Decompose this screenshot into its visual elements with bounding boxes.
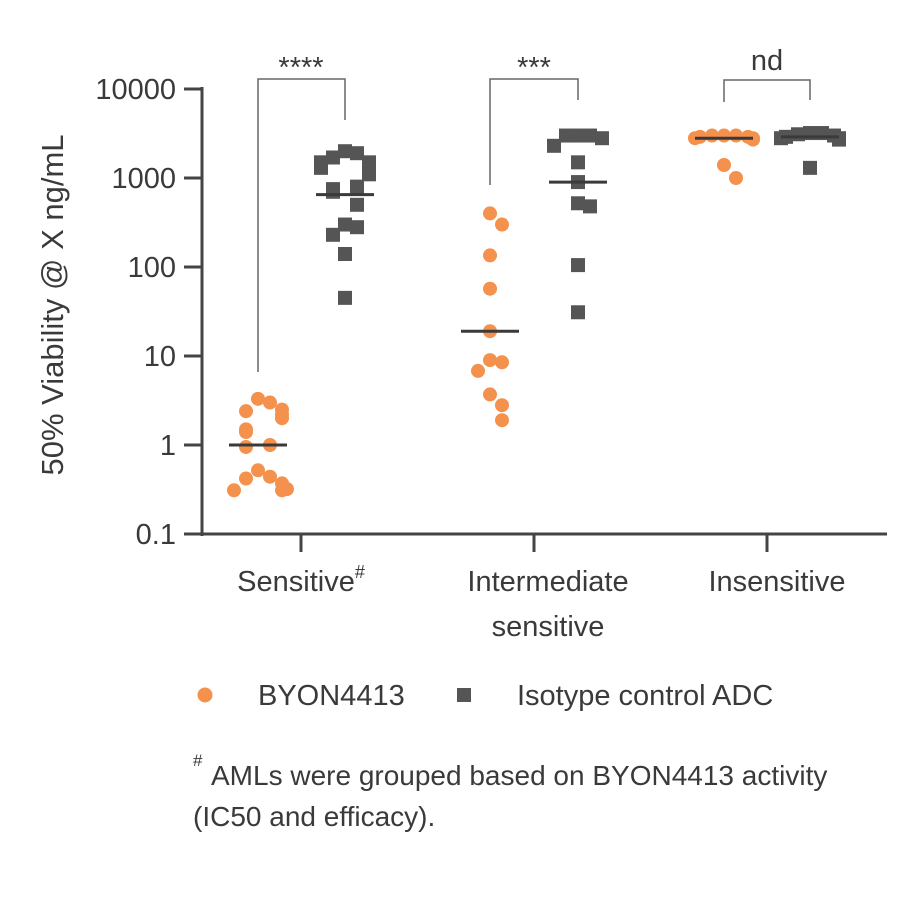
point-isotype-control	[832, 132, 846, 147]
bracket-sensitive	[257, 78, 346, 372]
footnote-mark: #	[193, 751, 203, 770]
point-byon4413	[717, 128, 731, 143]
y-tick-label: 1	[160, 430, 176, 462]
median-lines	[229, 135, 839, 447]
point-isotype-control	[791, 127, 805, 142]
point-isotype-control	[571, 196, 585, 211]
significance-insensitive: nd	[751, 45, 783, 77]
bracket-insensitive	[723, 79, 811, 102]
point-isotype-control	[338, 290, 352, 305]
footnote-line2: (IC50 and efficacy).	[193, 801, 435, 832]
point-isotype-control	[583, 128, 597, 143]
point-byon4413	[483, 281, 497, 296]
point-isotype-control	[350, 197, 364, 212]
point-isotype-control	[571, 128, 585, 143]
bracket-intermediate	[489, 78, 579, 185]
point-isotype-control	[350, 146, 364, 161]
x-label-intermediate-line2: sensitive	[492, 611, 605, 643]
point-isotype-control	[595, 131, 609, 146]
point-byon4413	[239, 471, 253, 486]
point-byon4413	[471, 363, 485, 378]
y-tick-label: 1000	[111, 163, 176, 195]
y-axis-label: 50% Viability @ X ng/mL	[35, 134, 70, 475]
point-isotype-control	[362, 155, 376, 170]
point-byon4413	[239, 439, 253, 454]
point-byon4413	[275, 411, 289, 426]
significance-brackets: **** *** nd	[257, 45, 811, 372]
point-byon4413	[251, 391, 265, 406]
point-byon4413	[263, 395, 277, 410]
legend: BYON4413 Isotype control ADC	[197, 680, 773, 712]
point-byon4413	[729, 128, 743, 143]
point-isotype-control	[350, 220, 364, 235]
point-byon4413	[729, 171, 743, 185]
legend-marker-isotype	[457, 688, 471, 702]
footnote: # AMLs were grouped based on BYON4413 ac…	[193, 751, 827, 832]
y-tick-label: 10	[144, 341, 176, 373]
legend-marker-byon4413	[197, 687, 213, 703]
legend-label-isotype: Isotype control ADC	[517, 680, 773, 712]
point-byon4413	[483, 248, 497, 263]
data-points	[227, 126, 846, 498]
footnote-line1: AMLs were grouped based on BYON4413 acti…	[211, 760, 827, 791]
x-label-intermediate-line1: Intermediate	[467, 566, 628, 598]
point-isotype-control	[338, 246, 352, 261]
point-byon4413	[495, 355, 509, 370]
point-byon4413	[495, 413, 509, 428]
point-isotype-control	[803, 160, 817, 175]
point-isotype-control	[571, 305, 585, 320]
point-isotype-control	[362, 167, 376, 182]
point-isotype-control	[547, 138, 561, 153]
y-tick-label: 10000	[95, 74, 176, 106]
point-isotype-control	[338, 144, 352, 159]
point-byon4413	[483, 353, 497, 368]
point-isotype-control	[338, 217, 352, 232]
point-isotype-control	[559, 128, 573, 143]
point-byon4413	[227, 483, 241, 498]
point-byon4413	[251, 463, 265, 478]
x-label-insensitive: Insensitive	[708, 566, 845, 598]
point-isotype-control	[571, 258, 585, 273]
point-isotype-control	[571, 155, 585, 170]
point-byon4413	[495, 398, 509, 413]
point-isotype-control	[326, 227, 340, 242]
point-isotype-control	[326, 150, 340, 165]
point-byon4413	[280, 482, 294, 497]
point-byon4413	[263, 469, 277, 484]
point-byon4413	[717, 157, 731, 172]
significance-intermediate: ***	[517, 52, 551, 84]
x-axis: Sensitive# Intermediate sensitive Insens…	[200, 532, 887, 643]
point-byon4413	[495, 217, 509, 232]
x-label-sensitive: Sensitive#	[237, 562, 365, 598]
y-tick-label: 100	[128, 252, 176, 284]
y-ticks: 0.1 1 10 100 1000 10000	[95, 74, 202, 551]
point-isotype-control	[350, 179, 364, 194]
point-isotype-control	[326, 184, 340, 199]
point-isotype-control	[583, 199, 597, 214]
y-axis: 0.1 1 10 100 1000 10000	[95, 74, 204, 551]
point-byon4413	[483, 387, 497, 402]
significance-sensitive: ****	[278, 52, 323, 84]
point-byon4413	[483, 206, 497, 221]
point-isotype-control	[314, 160, 328, 175]
point-byon4413	[705, 128, 719, 143]
point-byon4413	[239, 404, 253, 419]
point-byon4413	[239, 424, 253, 439]
legend-label-byon4413: BYON4413	[258, 680, 405, 712]
y-tick-label: 0.1	[136, 519, 176, 551]
